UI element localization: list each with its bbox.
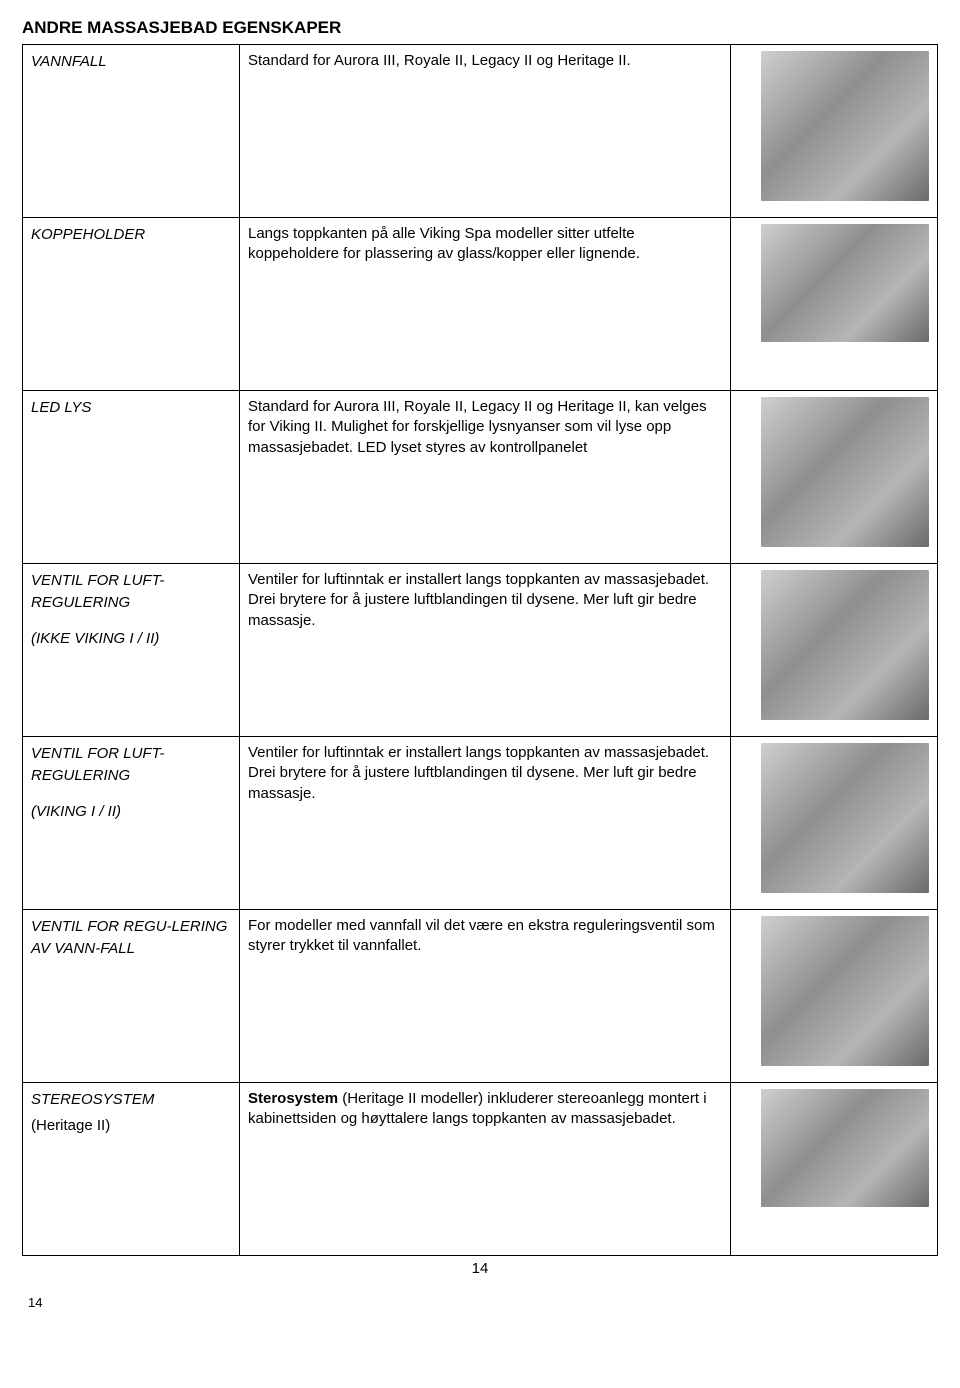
feature-name-text: STEREOSYSTEM bbox=[31, 1091, 154, 1108]
stereo-image bbox=[761, 1089, 929, 1207]
feature-desc: For modeller med vannfall vil det være e… bbox=[240, 910, 731, 1083]
feature-name: STEREOSYSTEM (Heritage II) bbox=[23, 1083, 240, 1256]
feature-image-cell bbox=[731, 564, 938, 737]
led-light-image bbox=[761, 397, 929, 547]
feature-desc: Standard for Aurora III, Royale II, Lega… bbox=[240, 391, 731, 564]
feature-name: KOPPEHOLDER bbox=[23, 218, 240, 391]
features-table: VANNFALL Standard for Aurora III, Royale… bbox=[22, 44, 938, 1256]
feature-desc-text: For modeller med vannfall vil det være e… bbox=[248, 917, 715, 954]
feature-name-text: VENTIL FOR LUFT-REGULERING bbox=[31, 572, 164, 611]
feature-desc-text: Standard for Aurora III, Royale II, Lega… bbox=[248, 52, 631, 69]
feature-desc: Ventiler for luftinntak er installert la… bbox=[240, 737, 731, 910]
feature-name-text: VENTIL FOR LUFT-REGULERING bbox=[31, 745, 164, 784]
feature-name: LED LYS bbox=[23, 391, 240, 564]
table-row: VENTIL FOR LUFT-REGULERING (IKKE VIKING … bbox=[23, 564, 938, 737]
table-row: STEREOSYSTEM (Heritage II) Sterosystem (… bbox=[23, 1083, 938, 1256]
feature-desc-text: Standard for Aurora III, Royale II, Lega… bbox=[248, 398, 707, 456]
air-valve-image bbox=[761, 570, 929, 720]
cupholder-image bbox=[761, 224, 929, 342]
feature-image-cell bbox=[731, 1083, 938, 1256]
page-title: ANDRE MASSASJEBAD EGENSKAPER bbox=[22, 18, 938, 38]
feature-name: VANNFALL bbox=[23, 45, 240, 218]
feature-name-text: VENTIL FOR REGU-LERING AV VANN-FALL bbox=[31, 918, 227, 957]
feature-name-text: VANNFALL bbox=[31, 53, 107, 70]
feature-name-text: LED LYS bbox=[31, 399, 91, 416]
feature-image-cell bbox=[731, 218, 938, 391]
feature-subnote: (VIKING I / II) bbox=[31, 801, 231, 823]
page-number-footer: 14 bbox=[28, 1295, 938, 1310]
feature-name: VENTIL FOR LUFT-REGULERING (IKKE VIKING … bbox=[23, 564, 240, 737]
waterfall-image bbox=[761, 51, 929, 201]
feature-name: VENTIL FOR LUFT-REGULERING (VIKING I / I… bbox=[23, 737, 240, 910]
table-row: LED LYS Standard for Aurora III, Royale … bbox=[23, 391, 938, 564]
feature-desc-text: Ventiler for luftinntak er installert la… bbox=[248, 744, 709, 802]
feature-image-cell bbox=[731, 391, 938, 564]
table-row: VENTIL FOR REGU-LERING AV VANN-FALL For … bbox=[23, 910, 938, 1083]
feature-image-cell bbox=[731, 45, 938, 218]
page-number: 14 bbox=[22, 1260, 938, 1277]
table-row: VANNFALL Standard for Aurora III, Royale… bbox=[23, 45, 938, 218]
feature-name-text: KOPPEHOLDER bbox=[31, 226, 145, 243]
feature-subnote: (Heritage II) bbox=[31, 1115, 231, 1137]
air-valve-viking-image bbox=[761, 743, 929, 893]
feature-subnote: (IKKE VIKING I / II) bbox=[31, 628, 231, 650]
table-row: VENTIL FOR LUFT-REGULERING (VIKING I / I… bbox=[23, 737, 938, 910]
feature-desc-text: Langs toppkanten på alle Viking Spa mode… bbox=[248, 225, 640, 262]
feature-image-cell bbox=[731, 910, 938, 1083]
feature-desc-text: Ventiler for luftinntak er installert la… bbox=[248, 571, 709, 629]
feature-desc: Langs toppkanten på alle Viking Spa mode… bbox=[240, 218, 731, 391]
feature-desc: Ventiler for luftinntak er installert la… bbox=[240, 564, 731, 737]
feature-name: VENTIL FOR REGU-LERING AV VANN-FALL bbox=[23, 910, 240, 1083]
table-row: KOPPEHOLDER Langs toppkanten på alle Vik… bbox=[23, 218, 938, 391]
waterfall-valve-image bbox=[761, 916, 929, 1066]
feature-desc: Standard for Aurora III, Royale II, Lega… bbox=[240, 45, 731, 218]
feature-desc-bold: Sterosystem bbox=[248, 1090, 338, 1107]
feature-desc: Sterosystem (Heritage II modeller) inklu… bbox=[240, 1083, 731, 1256]
feature-image-cell bbox=[731, 737, 938, 910]
